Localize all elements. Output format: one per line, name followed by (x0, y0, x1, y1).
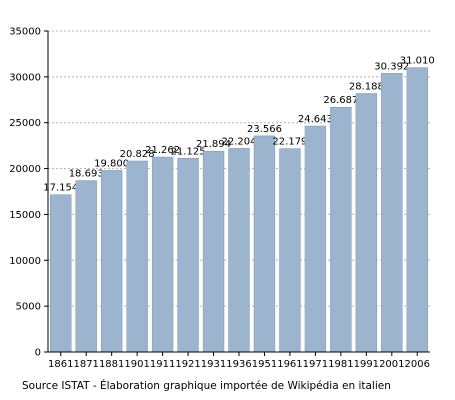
bar (228, 148, 250, 353)
bar (50, 194, 72, 353)
x-tick-label: 1991 (354, 359, 379, 370)
bar (381, 73, 403, 353)
data-label: 21.894 (196, 139, 231, 150)
y-tick-label: 30000 (9, 72, 41, 83)
x-tick-label: 1861 (48, 359, 73, 370)
y-tick-label: 20000 (9, 164, 41, 175)
bar (279, 148, 301, 353)
x-tick-label: 1936 (226, 359, 251, 370)
bar (355, 93, 378, 353)
bar (100, 170, 123, 353)
data-label: 24.643 (298, 114, 333, 125)
x-tick-label: 1961 (277, 359, 302, 370)
y-tick-label: 25000 (9, 118, 41, 129)
x-tick-label: 1981 (328, 359, 353, 370)
x-tick-label: 2001 (379, 359, 404, 370)
data-label: 30.392 (374, 61, 409, 72)
data-label: 19.800 (94, 158, 129, 169)
data-label: 23.566 (247, 124, 282, 135)
bar (304, 125, 327, 353)
y-tick-label: 0 (35, 348, 41, 359)
x-tick-label: 1911 (150, 359, 175, 370)
bar (126, 160, 148, 353)
data-label: 18.693 (69, 169, 104, 180)
x-tick-label: 1931 (201, 359, 226, 370)
x-tick-label: 1881 (99, 359, 124, 370)
bar (202, 150, 225, 353)
y-tick-label: 5000 (16, 302, 41, 313)
data-label: 28.188 (349, 81, 384, 92)
data-label: 31.010 (400, 56, 435, 67)
x-tick-label: 1871 (73, 359, 98, 370)
data-label: 22.179 (272, 137, 307, 148)
data-label: 17.154 (43, 183, 78, 194)
x-tick-label: 1951 (252, 359, 277, 370)
data-label: 21.262 (145, 145, 180, 156)
x-tick-label: 1901 (124, 359, 149, 370)
data-label: 26.687 (323, 95, 358, 106)
bar (253, 135, 276, 353)
x-tick-label: 1921 (175, 359, 200, 370)
x-tick-label: 1971 (303, 359, 328, 370)
bar (75, 180, 97, 353)
y-tick-label: 35000 (9, 27, 41, 38)
data-label: 20.828 (120, 149, 155, 160)
bar (406, 67, 428, 353)
bar (151, 156, 174, 353)
x-tick-label: 2006 (405, 359, 430, 370)
bar (177, 158, 199, 353)
y-tick-label: 10000 (9, 256, 41, 267)
data-label: 22.204 (222, 136, 257, 147)
data-label: 21.125 (171, 146, 206, 157)
bar (330, 106, 352, 353)
source-note: Source ISTAT - Élaboration graphique imp… (22, 380, 391, 392)
y-tick-label: 15000 (9, 210, 41, 221)
